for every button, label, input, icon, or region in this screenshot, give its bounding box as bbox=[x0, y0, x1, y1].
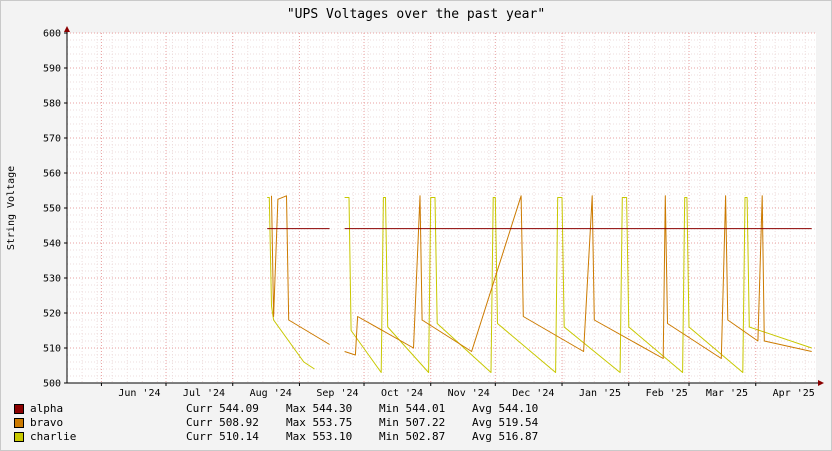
legend-item-bravo: bravo Curr 508.92 Max 553.75 Min 507.22 … bbox=[14, 416, 814, 430]
legend-swatch-charlie bbox=[14, 432, 24, 442]
series-lines bbox=[267, 195, 812, 373]
x-tick-label: Nov '24 bbox=[448, 388, 490, 399]
y-tick-label: 500 bbox=[43, 379, 61, 390]
x-tick-label: Apr '25 bbox=[773, 388, 815, 399]
series-line-charlie-0 bbox=[267, 197, 315, 370]
y-tick-label: 580 bbox=[43, 99, 61, 110]
stat-curr-alpha: Curr 544.09 bbox=[186, 402, 259, 415]
y-tick-label: 540 bbox=[43, 239, 61, 250]
stat-min-alpha: Min 544.01 bbox=[379, 402, 446, 415]
y-tick-label: 570 bbox=[43, 134, 61, 145]
x-tick-label: Dec '24 bbox=[512, 388, 554, 399]
axis-ticks: 500 510 520 530 540 550 560 570 580 590 600 Jun '24… bbox=[43, 29, 815, 400]
x-tick-label: Aug '24 bbox=[250, 388, 292, 399]
legend: alpha Curr 544.09 Max 544.30 Min 544.01 … bbox=[14, 402, 814, 444]
stat-avg-bravo: Avg 519.54 bbox=[472, 416, 539, 429]
series-line-bravo-1 bbox=[344, 195, 812, 359]
y-tick-label: 560 bbox=[43, 169, 61, 180]
y-tick-label: 590 bbox=[43, 64, 61, 75]
stat-max-alpha: Max 544.30 bbox=[286, 402, 353, 415]
x-tick-label: Jan '25 bbox=[579, 388, 621, 399]
x-tick-label: Oct '24 bbox=[381, 388, 423, 399]
y-tick-label: 530 bbox=[43, 274, 61, 285]
stat-curr-charlie: Curr 510.14 bbox=[186, 430, 259, 443]
legend-label-charlie: charlie bbox=[30, 430, 77, 443]
x-tick-label: Jul '24 bbox=[183, 388, 225, 399]
stat-min-charlie: Min 502.87 bbox=[379, 430, 446, 443]
y-axis-arrow bbox=[64, 26, 70, 32]
x-tick-label: Feb '25 bbox=[646, 388, 688, 399]
stat-min-bravo: Min 507.22 bbox=[379, 416, 446, 429]
legend-swatch-bravo bbox=[14, 418, 24, 428]
legend-swatch-alpha bbox=[14, 404, 24, 414]
legend-item-alpha: alpha Curr 544.09 Max 544.30 Min 544.01 … bbox=[14, 402, 814, 416]
grid-lines bbox=[67, 32, 816, 384]
stat-avg-charlie: Avg 516.87 bbox=[472, 430, 539, 443]
chart-title: "UPS Voltages over the past year" bbox=[287, 7, 545, 22]
axes bbox=[64, 26, 824, 386]
x-tick-label: Sep '24 bbox=[316, 388, 358, 399]
y-tick-label: 550 bbox=[43, 204, 61, 215]
y-tick-label: 600 bbox=[43, 29, 61, 40]
legend-item-charlie: charlie Curr 510.14 Max 553.10 Min 502.8… bbox=[14, 430, 814, 444]
x-tick-label: Mar '25 bbox=[706, 388, 748, 399]
stat-max-charlie: Max 553.10 bbox=[286, 430, 353, 443]
y-tick-label: 510 bbox=[43, 344, 61, 355]
legend-label-alpha: alpha bbox=[30, 402, 64, 415]
x-tick-label: Jun '24 bbox=[118, 388, 160, 399]
legend-label-bravo: bravo bbox=[30, 416, 64, 429]
stat-curr-bravo: Curr 508.92 bbox=[186, 416, 259, 429]
series-line-bravo-0 bbox=[271, 195, 330, 345]
stat-max-bravo: Max 553.75 bbox=[286, 416, 353, 429]
y-tick-label: 520 bbox=[43, 309, 61, 320]
stat-avg-alpha: Avg 544.10 bbox=[472, 402, 539, 415]
x-axis-arrow bbox=[818, 380, 824, 386]
y-axis-label: String Voltage bbox=[6, 166, 17, 250]
series-line-charlie-1 bbox=[344, 197, 812, 373]
